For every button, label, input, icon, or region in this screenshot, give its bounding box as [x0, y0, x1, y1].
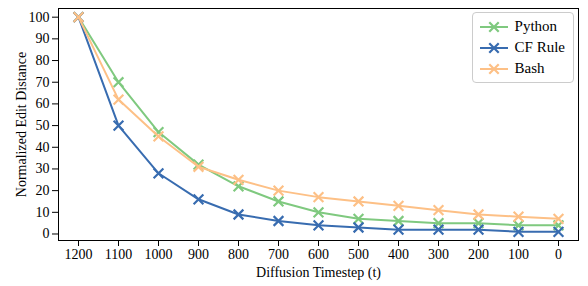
svg-text:1000: 1000 — [145, 247, 173, 262]
html-text:CF Rule: CF Rule — [514, 39, 565, 55]
svg-text:Diffusion Timestep (t): Diffusion Timestep (t) — [256, 265, 381, 281]
svg-text:60: 60 — [36, 96, 50, 111]
svg-text:700: 700 — [268, 247, 289, 262]
svg-text:30: 30 — [36, 161, 50, 176]
svg-text:70: 70 — [36, 75, 50, 90]
svg-text:90: 90 — [36, 31, 50, 46]
svg-text:800: 800 — [228, 247, 249, 262]
svg-text:200: 200 — [468, 247, 489, 262]
svg-text:600: 600 — [308, 247, 329, 262]
svg-text:100: 100 — [508, 247, 529, 262]
svg-text:80: 80 — [36, 53, 50, 68]
svg-text:20: 20 — [36, 183, 50, 198]
svg-text:1200: 1200 — [65, 247, 93, 262]
svg-text:0: 0 — [555, 247, 562, 262]
html-text:Python: Python — [514, 18, 558, 34]
svg-text:100: 100 — [29, 10, 50, 25]
svg-text:400: 400 — [388, 247, 409, 262]
html-text:Bash: Bash — [514, 60, 545, 76]
svg-text:300: 300 — [428, 247, 449, 262]
svg-text:0: 0 — [43, 226, 50, 241]
svg-text:500: 500 — [348, 247, 369, 262]
svg-text:10: 10 — [36, 205, 50, 220]
svg-text:1100: 1100 — [105, 247, 132, 262]
svg-text:900: 900 — [188, 247, 209, 262]
svg-text:50: 50 — [36, 118, 50, 133]
svg-text:40: 40 — [36, 140, 50, 155]
svg-text:Normalized Edit Distance: Normalized Edit Distance — [14, 52, 29, 197]
